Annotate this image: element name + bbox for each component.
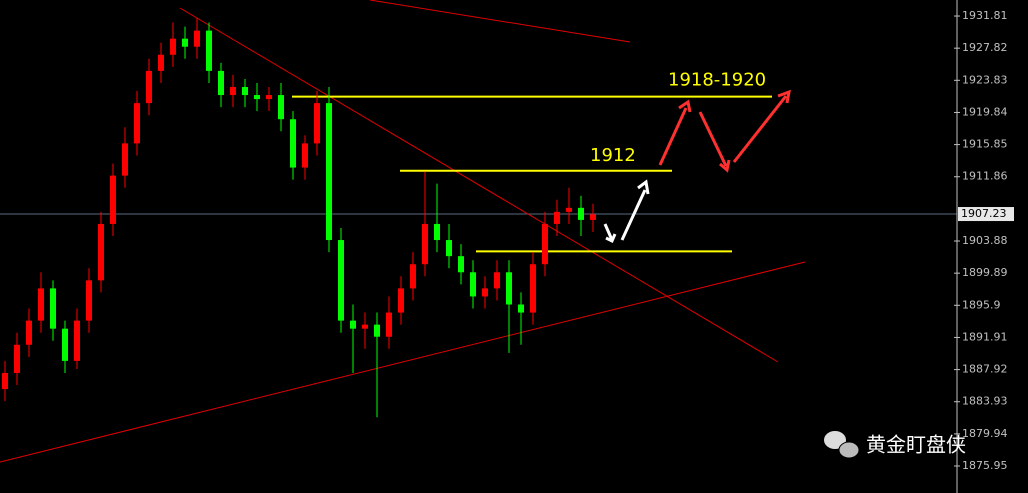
y-tick-label: 1919.84 (962, 105, 1008, 118)
arrow (603, 223, 617, 244)
candle-body (434, 223, 440, 241)
arrow (620, 179, 650, 241)
candle-body (122, 143, 128, 176)
y-tick-label: 1883.93 (962, 395, 1008, 408)
candle-body (110, 175, 116, 224)
candle-body (530, 264, 536, 313)
candle-body (590, 214, 596, 220)
y-tick-label: 1899.89 (962, 266, 1008, 279)
candle-body (254, 95, 260, 100)
candle-body (2, 372, 8, 390)
annotation: 1912 (590, 145, 636, 166)
candle-body (506, 272, 512, 305)
candle-body (26, 320, 32, 345)
candle-body (566, 207, 572, 212)
candle-body (50, 288, 56, 329)
candle-body (410, 264, 416, 289)
y-tick-label: 1931.81 (962, 9, 1008, 22)
watermark: 黄金盯盘侠 (866, 433, 966, 457)
y-tick-label: 1915.85 (962, 138, 1008, 151)
watermark-icon (824, 431, 860, 459)
candle-body (458, 256, 464, 273)
candle-body (362, 324, 368, 329)
candle-body (206, 30, 212, 71)
candle-body (326, 103, 332, 241)
candle-body (494, 272, 500, 289)
candle-body (182, 38, 188, 47)
candle-body (290, 119, 296, 168)
current-price-label: 1907.23 (961, 207, 1007, 220)
trend-line (0, 261, 806, 463)
y-tick-label: 1875.95 (962, 459, 1008, 472)
candle-body (230, 87, 236, 96)
candle-body (422, 223, 428, 265)
candle-body (446, 240, 452, 257)
y-tick-label: 1927.82 (962, 41, 1008, 54)
candle-body (518, 304, 524, 313)
y-tick-label: 1887.92 (962, 363, 1008, 376)
icon (838, 441, 860, 459)
candle-body (554, 211, 560, 224)
candle-body (314, 103, 320, 144)
candle-body (62, 328, 68, 361)
candle-body (86, 280, 92, 321)
arrow (732, 89, 791, 163)
y-tick-label: 1911.86 (962, 170, 1008, 183)
trend-line (179, 7, 779, 363)
candle-body (134, 103, 140, 144)
candle-body (374, 324, 380, 337)
candle-body (146, 70, 152, 104)
candle-body (74, 320, 80, 361)
candle-body (158, 54, 164, 71)
candle-body (578, 207, 584, 220)
arrows (603, 89, 791, 244)
candle-body (170, 38, 176, 55)
y-tick-label: 1895.9 (962, 298, 1001, 311)
annotation: 1918-1920 (668, 70, 766, 91)
candle-body (302, 143, 308, 168)
candle-body (278, 95, 284, 120)
icon (824, 431, 846, 449)
candle-body (14, 344, 20, 373)
current-price-box (958, 207, 1014, 222)
candle-body (398, 288, 404, 313)
candle-body (194, 30, 200, 47)
candle-body (38, 288, 44, 321)
candle-body (386, 312, 392, 337)
candle-body (98, 223, 104, 281)
y-tick-label: 1891.91 (962, 330, 1008, 343)
y-tick-label: 1903.88 (962, 234, 1008, 247)
candle-body (218, 70, 224, 96)
y-tick-label: 1879.94 (962, 427, 1008, 440)
y-tick-label: 1923.83 (962, 73, 1008, 86)
candle-body (242, 87, 248, 96)
candle-body (350, 320, 356, 329)
trend-line (369, 0, 631, 43)
candle-body (338, 240, 344, 321)
candle-body (542, 223, 548, 265)
candle-body (482, 288, 488, 297)
candle-body (470, 272, 476, 297)
arrow (698, 111, 731, 173)
candle-body (266, 95, 272, 100)
arrow (658, 99, 692, 166)
